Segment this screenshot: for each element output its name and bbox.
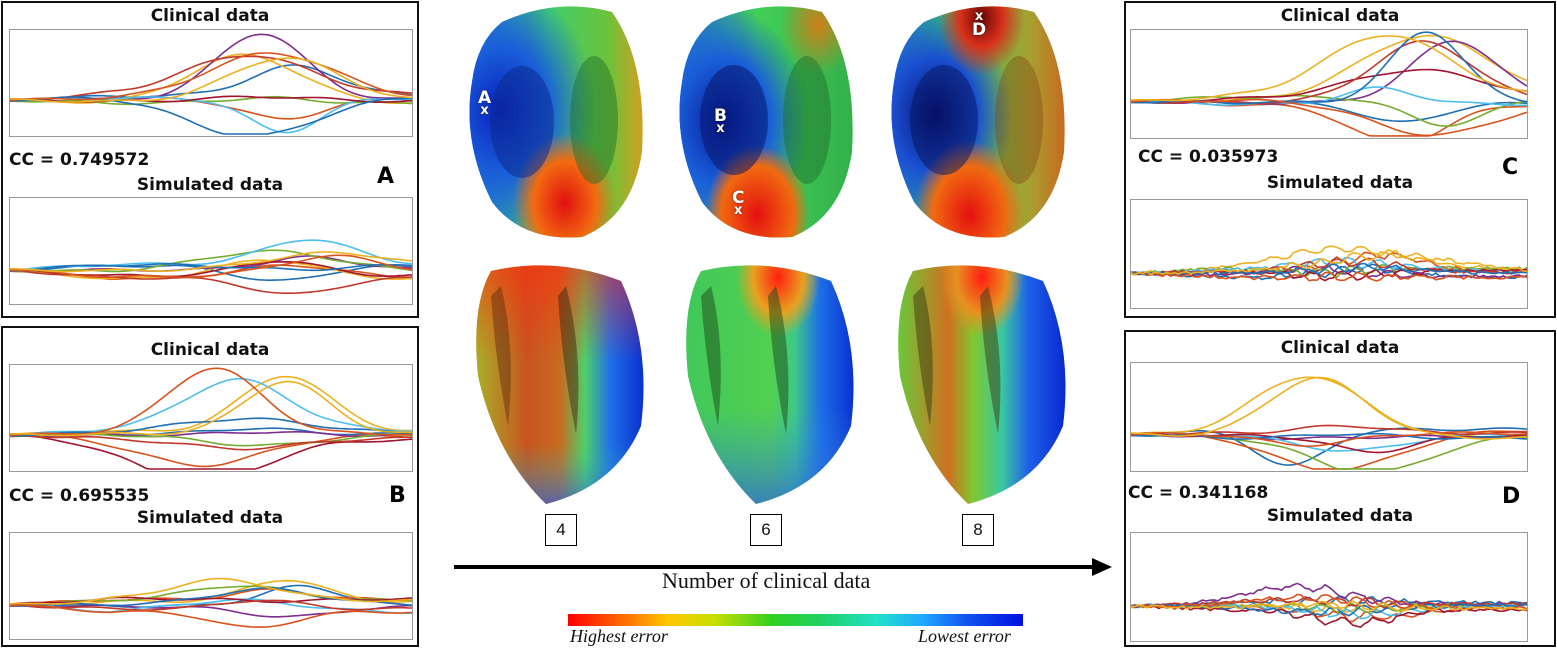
- clinical-count-6: 6: [750, 514, 782, 546]
- signal-trace: [1131, 87, 1527, 105]
- signal-trace: [10, 600, 412, 610]
- signal-trace: [10, 58, 412, 102]
- signal-trace: [10, 65, 412, 100]
- correlation-coefficient: CC = 0.035973: [1138, 147, 1279, 167]
- panel-b: Clinical data CC = 0.695535 Simulated da…: [1, 326, 419, 647]
- clinical-title: Clinical data: [150, 6, 270, 26]
- signal-trace: [1131, 264, 1527, 275]
- panel-d: Clinical data CC = 0.341168 Simulated da…: [1124, 330, 1556, 647]
- signal-trace: [1131, 601, 1527, 611]
- signal-trace: [10, 56, 412, 99]
- heart-map-4-bottom: [466, 256, 656, 511]
- arrow-label: Number of clinical data: [662, 568, 871, 593]
- signal-trace: [10, 368, 412, 435]
- signal-trace: [1131, 434, 1527, 439]
- signal-trace: [1131, 32, 1527, 103]
- signal-trace: [10, 434, 412, 449]
- signal-trace: [10, 97, 412, 134]
- arrow-right-icon: [454, 558, 1112, 576]
- signal-trace: [10, 435, 412, 470]
- signal-trace: [10, 53, 412, 101]
- panel-letter: B: [389, 483, 406, 508]
- clinical-count-4: 4: [545, 514, 577, 546]
- clinical-traces: [10, 30, 412, 136]
- simulated-traces: [10, 533, 412, 639]
- clinical-plot: [9, 364, 413, 472]
- signal-trace: [1131, 252, 1527, 275]
- heart-map-8-bottom: [888, 256, 1078, 511]
- signal-trace: [1131, 377, 1527, 438]
- simulated-plot: [1130, 532, 1528, 642]
- simulated-title: Simulated data: [136, 175, 284, 195]
- signal-trace: [1131, 41, 1527, 104]
- correlation-coefficient: CC = 0.695535: [9, 486, 150, 506]
- signal-trace: [10, 382, 412, 436]
- clinical-traces: [1131, 363, 1527, 471]
- signal-trace: [1131, 435, 1527, 469]
- simulated-title: Simulated data: [1266, 506, 1414, 526]
- clinical-title: Clinical data: [150, 340, 270, 360]
- simulated-plot: [1130, 199, 1528, 309]
- colorbar-left-label: Highest error: [570, 626, 668, 646]
- signal-trace: [1131, 100, 1527, 136]
- clinical-plot: [1130, 29, 1528, 139]
- signal-trace: [10, 252, 412, 272]
- error-colorbar: [568, 614, 1023, 626]
- simulated-traces: [1131, 533, 1527, 641]
- simulated-traces: [1131, 200, 1527, 308]
- panel-a: Clinical data CC = 0.749572 Simulated da…: [1, 1, 419, 318]
- clinical-plot: [9, 29, 413, 137]
- correlation-coefficient: CC = 0.341168: [1128, 483, 1269, 503]
- simulated-traces: [10, 198, 412, 304]
- signal-trace: [10, 435, 412, 466]
- simulated-plot: [9, 197, 413, 305]
- signal-trace: [1131, 96, 1527, 126]
- clinical-title: Clinical data: [1280, 6, 1400, 26]
- signal-trace: [1131, 70, 1527, 102]
- clinical-count-8: 8: [962, 514, 994, 546]
- signal-trace: [1131, 428, 1527, 465]
- panel-letter: D: [1502, 484, 1521, 509]
- signal-trace: [10, 255, 412, 277]
- signal-trace: [10, 377, 412, 435]
- signal-trace: [1131, 41, 1527, 103]
- signal-trace: [1131, 36, 1527, 100]
- signal-trace: [10, 379, 412, 436]
- simulated-title: Simulated data: [1266, 173, 1414, 193]
- signal-trace: [10, 97, 412, 105]
- simulated-title: Simulated data: [136, 508, 284, 528]
- signal-trace: [1131, 605, 1527, 627]
- clinical-plot: [1130, 362, 1528, 472]
- simulated-plot: [9, 532, 413, 640]
- signal-trace: [10, 250, 412, 271]
- signal-trace: [10, 605, 412, 627]
- panel-letter: C: [1502, 155, 1519, 180]
- clinical-title: Clinical data: [1280, 338, 1400, 358]
- signal-trace: [1131, 272, 1527, 281]
- signal-trace: [1131, 378, 1527, 439]
- signal-trace: [10, 579, 412, 604]
- heart-map-6-bottom: [676, 256, 866, 511]
- correlation-coefficient: CC = 0.749572: [9, 150, 150, 170]
- signal-trace: [1131, 425, 1527, 435]
- clinical-traces: [10, 365, 412, 471]
- signal-trace: [10, 260, 412, 279]
- panel-letter: A: [377, 164, 395, 189]
- colorbar-right-label: Lowest error: [918, 626, 1011, 646]
- panel-c: Clinical data CC = 0.035973 Simulated da…: [1124, 1, 1556, 318]
- clinical-traces: [1131, 30, 1527, 138]
